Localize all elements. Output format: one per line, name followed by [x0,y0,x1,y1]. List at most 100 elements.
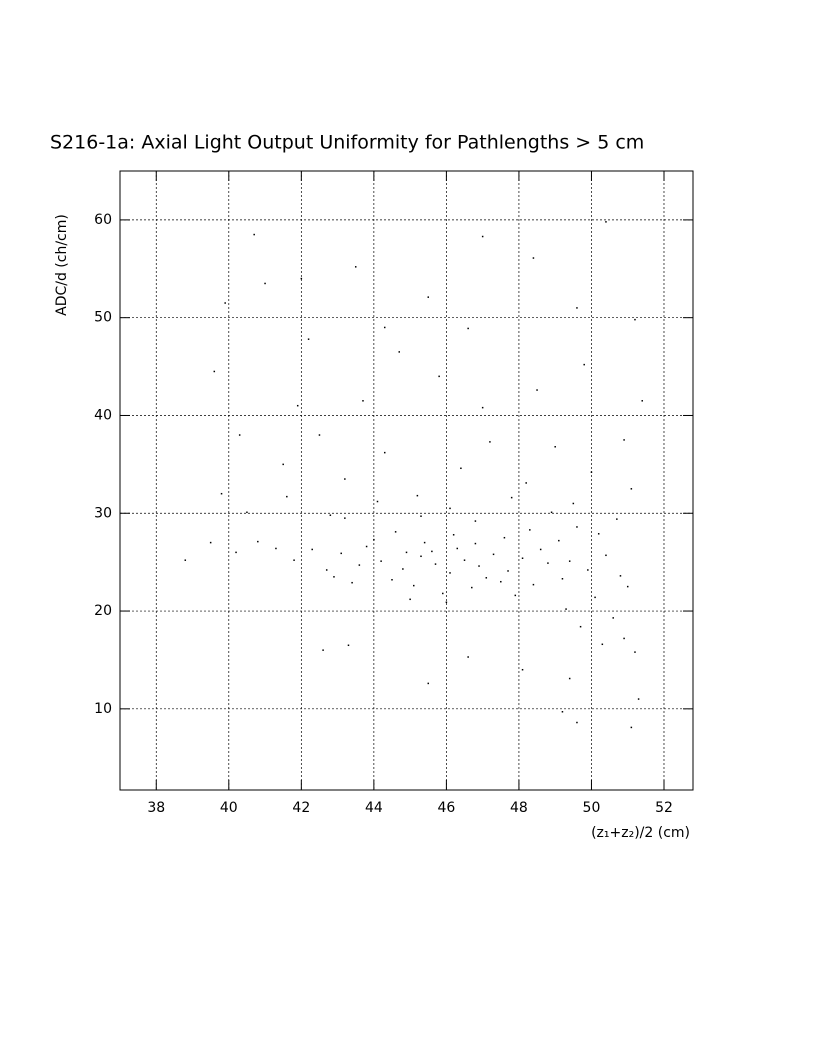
scatter-point [474,542,477,545]
scatter-point [420,515,422,517]
scatter-point [213,370,216,373]
scatter-point [481,235,484,238]
scatter-point [576,526,578,528]
scatter-point [286,495,288,498]
scatter-point [579,625,582,628]
scatter-point [362,400,364,402]
scatter-point [224,302,226,304]
scatter-point [423,541,426,544]
scatter-point [184,559,187,561]
scatter-point [347,644,350,647]
scatter-point [391,579,393,581]
scatter-point [529,529,531,531]
scatter-point [246,511,248,514]
scatter-point [525,482,527,484]
scatter-point [626,585,629,588]
scatter-point [275,547,277,550]
scatter-point [264,282,266,285]
scatter-point [492,553,495,556]
plot-frame [119,170,694,791]
x-tick-label: 42 [292,800,310,816]
scatter-point [420,555,422,558]
scatter-point [547,562,549,564]
scatter-point [521,668,524,671]
scatter-point [605,221,607,223]
scatter-point [634,651,636,653]
scatter-point [536,389,538,391]
scatter-point [282,463,284,466]
scatter-point [405,551,408,554]
scatter-point [630,488,633,490]
scatter-point [235,551,237,554]
scatter-point [601,643,604,646]
scatter-point [344,517,346,519]
scatter-point [438,375,440,378]
scatter-point [630,726,633,729]
scatter-point [394,531,397,533]
scatter-point [576,721,578,724]
y-tick-label: 20 [94,603,112,619]
y-tick-label: 50 [94,310,112,326]
scatter-point [583,363,585,366]
scatter-point [325,569,328,571]
scatter-point [612,617,614,619]
scatter-point [554,446,556,448]
scatter-point [354,266,357,268]
scatter-point [634,318,636,321]
scatter-point [587,569,589,571]
scatter-point [532,583,535,586]
scatter-point [594,596,596,599]
x-tick-label: 52 [655,800,673,816]
scatter-point [329,514,332,516]
x-tick-label: 40 [220,800,238,816]
scatter-point [307,338,310,340]
scatter-point [380,560,382,562]
y-tick-label: 10 [94,701,112,717]
scatter-point [253,233,255,236]
scatter-point [463,559,466,561]
scatter-point [467,327,469,330]
scatter-point [558,539,560,542]
scatter-point [641,400,643,402]
scatter-point [238,434,241,436]
scatter-point [572,502,575,505]
y-tick-label: 40 [94,407,112,423]
scatter-point [344,478,346,480]
scatter-point [568,560,571,562]
scatter-point [383,451,386,454]
scatter-point [300,277,303,280]
scatter-point [318,434,321,436]
chart-title: S216-1a: Axial Light Output Uniformity f… [50,132,644,154]
scatter-point [521,557,524,559]
scatter-point [427,682,430,685]
scatter-point [398,351,400,353]
scatter-point [333,576,335,578]
scatter-point [409,598,411,601]
scatter-point [209,541,212,544]
scatter-point [532,257,535,259]
scatter-point [220,492,223,495]
scatter-point [340,552,342,555]
scatter-point [561,711,564,713]
scatter-point [623,637,625,640]
scatter-point [449,572,451,574]
scatter-point [500,580,502,583]
scatter-point [296,404,299,407]
scatter-point [623,439,625,441]
scatter-point [427,296,430,298]
x-tick-label: 50 [583,800,601,816]
scatter-point [568,677,571,680]
scatter-point [485,577,488,579]
scatter-point [478,565,480,567]
scatter-point [503,536,506,539]
y-axis-label: ADC/d (ch/cm) [54,214,70,316]
scatter-point [616,518,618,520]
scatter-point [471,586,473,589]
scatter-point [311,548,313,551]
scatter-point [576,307,578,309]
scatter-point [605,554,607,557]
scatter-point [351,581,353,584]
x-tick-label: 48 [510,800,528,816]
scatter-point [539,548,542,551]
